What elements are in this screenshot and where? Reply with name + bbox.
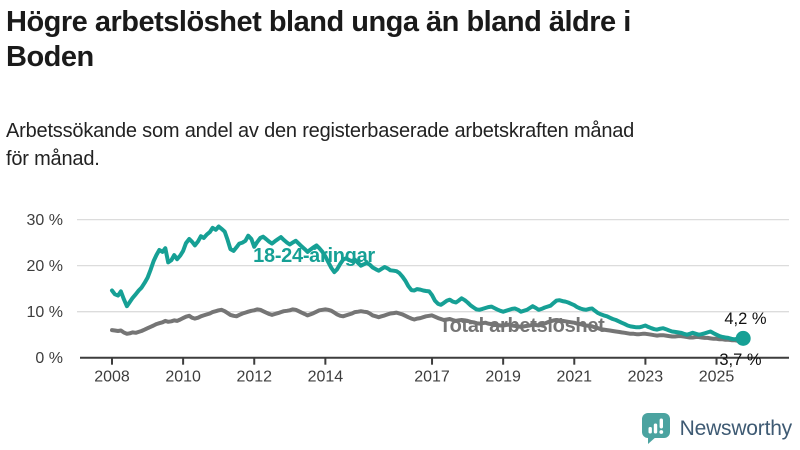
total-end-value-label: 3,7 %: [719, 351, 762, 369]
chart-subtitle-line-1: Arbetssökande som andel av den registerb…: [6, 120, 635, 142]
logo-exclamation-bar: [659, 418, 663, 429]
youth-series-label: 18-24-åringar: [253, 244, 375, 267]
total-series-label: Total arbetslöshet: [439, 315, 605, 337]
x-axis-tick-label: 2023: [628, 369, 664, 386]
y-axis-tick-label: 0 %: [35, 350, 63, 367]
y-axis-tick-label: 30 %: [27, 212, 63, 229]
chart-title-line-2: Boden: [6, 41, 94, 73]
logo-exclamation-dot: [659, 430, 663, 434]
logo-bubble-tail: [647, 436, 657, 444]
series-line-total: [110, 307, 746, 343]
series-line-youth: [110, 224, 746, 342]
x-axis-tick-label: 2010: [165, 369, 201, 386]
logo-bar-tall: [653, 423, 657, 434]
y-axis-tick-label: 10 %: [27, 304, 63, 321]
newsworthy-logo-icon: [641, 413, 670, 444]
chart-subtitle: Arbetssökande som andel av den registerb…: [6, 117, 796, 173]
youth-end-value-label: 4,2 %: [724, 310, 767, 328]
newsworthy-logo: Newsworthy: [641, 412, 792, 445]
y-axis-tick-label: 20 %: [27, 258, 63, 275]
chart-title: Högre arbetslöshet bland unga än bland ä…: [6, 5, 796, 75]
youth-endpoint-dot: [735, 330, 751, 346]
chart-title-line-1: Högre arbetslöshet bland unga än bland ä…: [6, 6, 631, 38]
x-axis-tick-label: 2012: [236, 369, 272, 386]
newsworthy-brand-text: Newsworthy: [679, 416, 793, 440]
logo-bar-short: [648, 427, 652, 434]
x-axis-tick-label: 2008: [94, 369, 130, 386]
x-axis-tick-label: 2025: [699, 369, 735, 386]
x-axis-tick-label: 2014: [308, 369, 344, 386]
chart-subtitle-line-2: för månad.: [6, 148, 100, 170]
unemployment-line-chart: 0 % 10 % 20 % 30 % 2008 2010 2012 2014 2017 2019 2…: [27, 212, 789, 386]
x-axis-tick-label: 2021: [556, 369, 592, 386]
x-axis-tick-label: 2017: [414, 369, 450, 386]
x-axis-tick-label: 2019: [485, 369, 521, 386]
